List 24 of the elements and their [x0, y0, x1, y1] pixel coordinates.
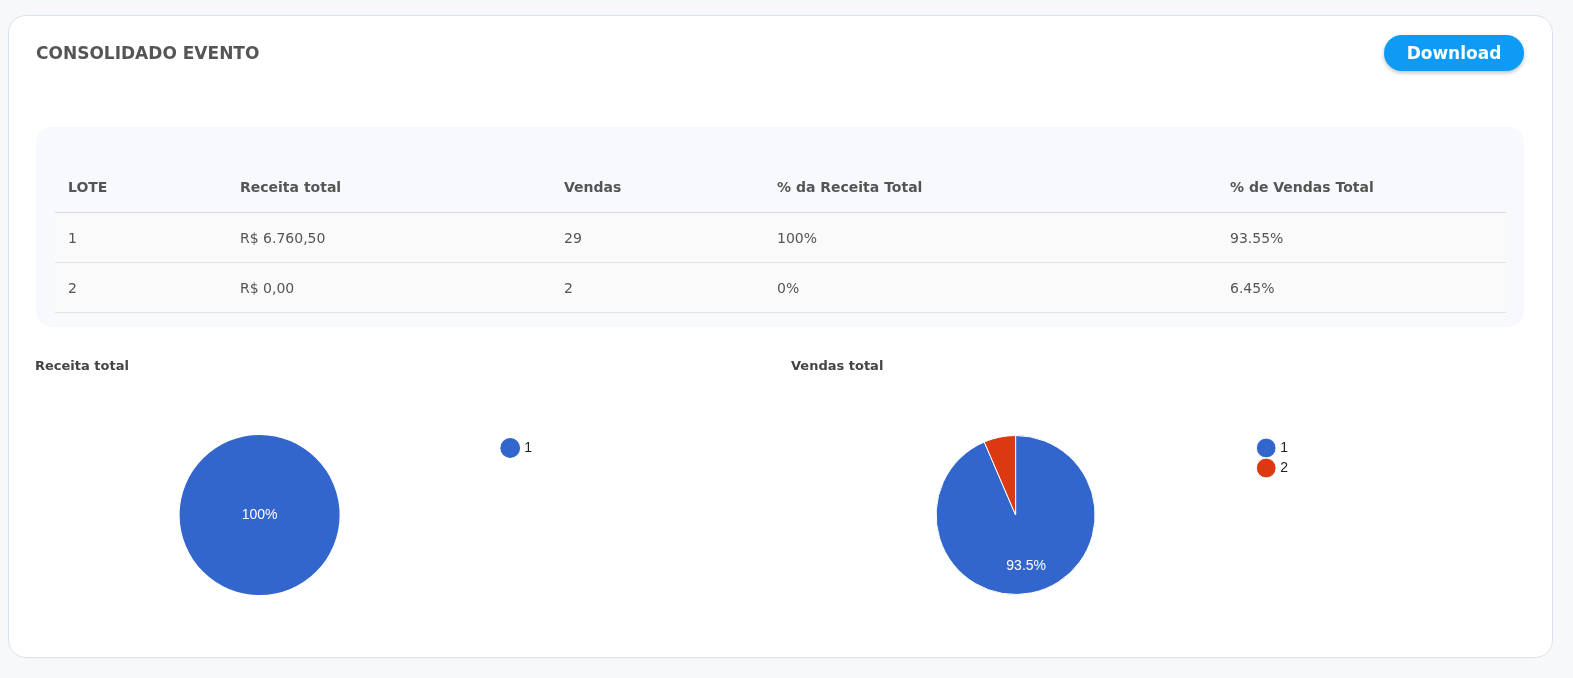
- text: 93.55%: [1217, 212, 1506, 263]
- chart-title: Vendas total: [791, 358, 884, 373]
- text: 2: [55, 262, 227, 313]
- text: CONSOLIDADO EVENTO: [36, 43, 260, 63]
- text: R$ 6.760,50: [227, 212, 551, 263]
- data-label: 93.5%: [1006, 557, 1047, 574]
- text: 1: [55, 212, 227, 263]
- text: 6.45%: [1217, 262, 1506, 313]
- text: 100%: [764, 212, 1217, 263]
- text: Receita total: [227, 162, 551, 213]
- text: Vendas: [551, 162, 764, 213]
- data-label: 100%: [241, 505, 278, 522]
- text: 2: [551, 262, 764, 313]
- text: Download: [1384, 35, 1524, 71]
- text: R$ 0,00: [227, 262, 551, 313]
- text: LOTE: [55, 162, 227, 213]
- legend-label: 1: [524, 438, 533, 455]
- legend-label: 2: [1280, 458, 1289, 475]
- text: 29: [551, 212, 764, 263]
- chart-title: Receita total: [35, 358, 129, 373]
- text: 0%: [764, 262, 1217, 313]
- text: % de Vendas Total: [1217, 162, 1506, 213]
- legend-label: 1: [1280, 438, 1289, 455]
- text: % da Receita Total: [764, 162, 1217, 213]
